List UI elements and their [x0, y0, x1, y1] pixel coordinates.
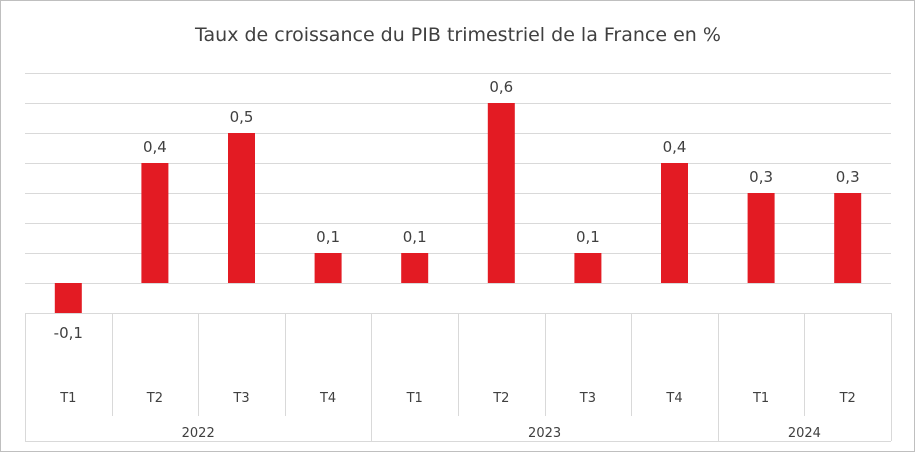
- tick-label: T3: [232, 391, 249, 406]
- tick-label: T2: [492, 391, 509, 406]
- tick-label: T2: [146, 391, 163, 406]
- tick-label: T2: [839, 391, 856, 406]
- bar: [747, 193, 775, 283]
- data-label: 0,1: [576, 228, 600, 246]
- year-label: 2024: [788, 426, 821, 441]
- bar: [54, 283, 82, 313]
- data-label: 0,6: [489, 78, 513, 96]
- data-label: 0,1: [316, 228, 340, 246]
- bar: [228, 133, 255, 283]
- tick-label: T1: [59, 391, 76, 406]
- year-label: 2023: [528, 426, 561, 441]
- tick-label: T3: [579, 391, 596, 406]
- bar: [314, 253, 342, 283]
- category-axis: T1 T2 T3 T4 T1 T2 T3 T4 T1 T2 2022 2023 2024: [25, 313, 892, 442]
- bar: [141, 163, 169, 283]
- chart-title: Taux de croissance du PIB trimestriel de…: [194, 24, 721, 46]
- tick-label: T4: [319, 391, 336, 406]
- data-label: 0,5: [230, 108, 254, 126]
- data-label: -0,1: [54, 324, 83, 342]
- year-label: 2022: [182, 426, 215, 441]
- bar: [661, 163, 688, 283]
- bars: [54, 103, 862, 313]
- data-label: 0,4: [143, 138, 167, 156]
- tick-label: T1: [752, 391, 769, 406]
- data-label: 0,3: [749, 168, 773, 186]
- bar: [574, 253, 602, 283]
- tick-label: T4: [665, 391, 682, 406]
- data-labels: -0,1 0,4 0,5 0,1 0,1 0,6 0,1 0,4 0,3 0,3: [54, 78, 860, 342]
- bar: [487, 103, 515, 283]
- bar: [401, 253, 429, 283]
- gridlines: [25, 73, 891, 314]
- tick-label: T1: [406, 391, 423, 406]
- data-label: 0,3: [836, 168, 860, 186]
- data-label: 0,1: [403, 228, 427, 246]
- bar: [834, 193, 862, 283]
- data-label: 0,4: [663, 138, 687, 156]
